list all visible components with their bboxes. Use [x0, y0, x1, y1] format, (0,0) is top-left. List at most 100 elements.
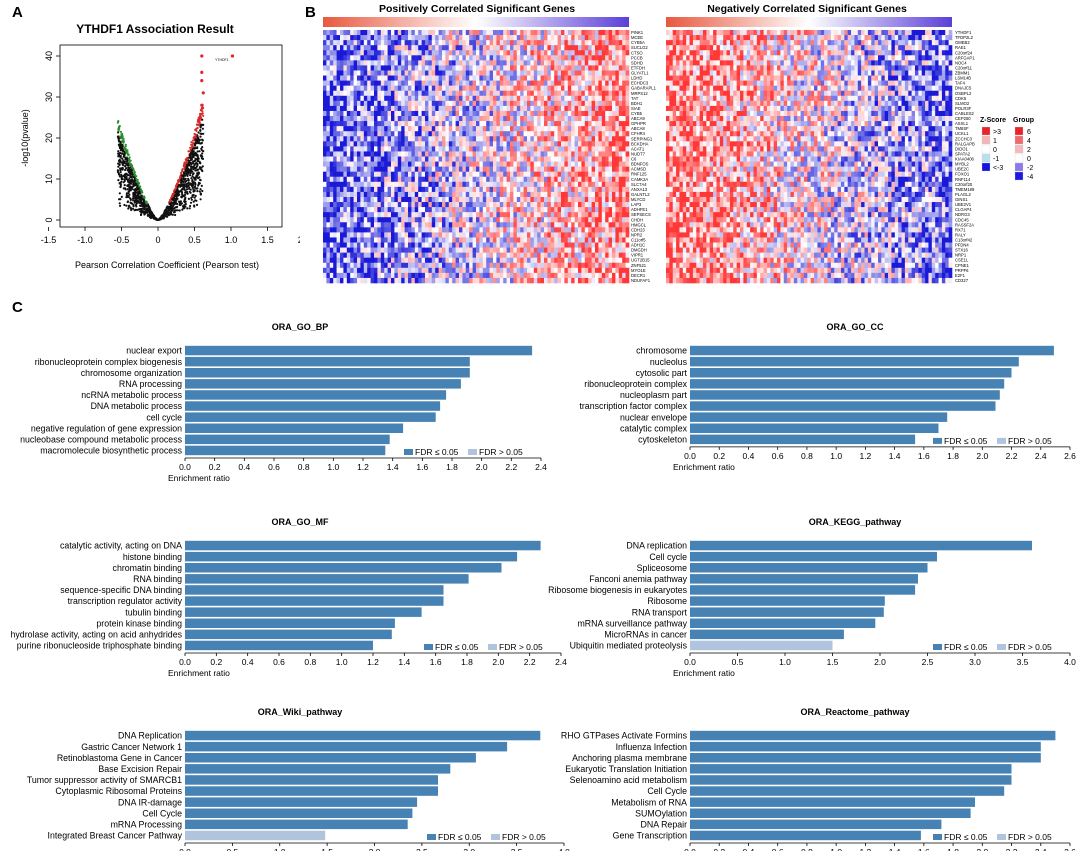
heatmap-cell	[452, 161, 456, 167]
heatmap-cell	[513, 95, 518, 102]
heatmap-cell	[445, 141, 450, 147]
volcano-point	[125, 204, 128, 207]
heatmap-cell	[595, 45, 599, 51]
heatmap-cell	[408, 90, 412, 97]
heatmap-cell	[476, 186, 480, 193]
heatmap-cell	[479, 131, 484, 137]
heatmap-cell	[404, 75, 409, 81]
heatmap-cell	[493, 212, 497, 218]
heatmap-cell	[595, 80, 599, 86]
volcano-point	[198, 123, 201, 126]
heatmap-cell	[428, 100, 433, 107]
heatmap-cell	[336, 151, 341, 157]
heatmap-cell	[380, 50, 385, 56]
heatmap-cell	[340, 202, 344, 208]
heatmap-cell	[544, 30, 548, 36]
heatmap-cell	[506, 95, 511, 102]
heatmap-cell	[469, 196, 473, 203]
heatmap-cell	[516, 217, 521, 223]
volcano-point	[196, 190, 199, 193]
heatmap-cell	[513, 40, 518, 46]
heatmap-cell	[326, 212, 331, 218]
heatmap-cell	[387, 45, 392, 51]
heatmap-cell	[462, 121, 467, 127]
heatmap-cell	[486, 136, 490, 142]
heatmap-cell	[360, 65, 365, 71]
heatmap-cell	[363, 227, 368, 233]
heatmap-cell	[482, 196, 487, 203]
heatmap-cell	[540, 146, 545, 152]
heatmap-cell	[340, 121, 344, 127]
heatmap-cell	[476, 60, 480, 66]
heatmap-cell	[479, 202, 484, 208]
heatmap-cell	[581, 55, 586, 61]
heatmap-cell	[360, 95, 365, 102]
volcano-point	[194, 154, 197, 157]
heatmap-cell	[499, 146, 504, 152]
heatmap-cell	[401, 70, 405, 76]
heatmap-cell	[601, 217, 606, 223]
heatmap-cell	[510, 186, 514, 193]
heatmap-cell	[336, 116, 341, 122]
heatmap-cell	[581, 161, 586, 167]
heatmap-cell	[571, 116, 575, 122]
heatmap-cell	[523, 90, 528, 97]
heatmap-cell	[554, 146, 558, 152]
heatmap-cell	[374, 191, 378, 198]
heatmap-cell	[479, 217, 484, 223]
heatmap-cell	[397, 121, 402, 127]
heatmap-cell	[462, 181, 467, 188]
volcano-point	[119, 204, 122, 207]
heatmap-cell	[530, 146, 535, 152]
heatmap-cell	[448, 65, 453, 71]
heatmap-cell	[384, 45, 388, 51]
heatmap-cell	[537, 166, 541, 172]
heatmap-cell	[608, 50, 613, 56]
heatmap-cell	[561, 136, 565, 142]
heatmap-cell	[387, 110, 392, 117]
heatmap-cell	[510, 45, 514, 51]
heatmap-cell	[391, 95, 395, 102]
heatmap-cell	[544, 196, 548, 203]
heatmap-cell	[343, 151, 348, 157]
volcano-point	[199, 109, 202, 112]
heatmap-cell	[486, 110, 490, 117]
heatmap-cell	[612, 40, 616, 46]
volcano-point	[191, 175, 194, 178]
heatmap-cell	[537, 85, 541, 92]
heatmap-cell	[605, 171, 609, 178]
heatmap-cell	[598, 30, 603, 36]
heatmap-cell	[533, 171, 538, 178]
heatmap-cell	[564, 80, 569, 86]
heatmap-cell	[486, 70, 490, 76]
heatmap-cell	[329, 75, 334, 81]
volcano-point	[141, 211, 144, 214]
heatmap-cell	[438, 40, 443, 46]
heatmap-cell	[622, 166, 626, 172]
heatmap-cell	[581, 40, 586, 46]
heatmap-cell	[336, 161, 341, 167]
heatmap-cell	[493, 50, 497, 56]
heatmap-cell	[544, 151, 548, 157]
volcano-point	[187, 159, 191, 162]
heatmap-cell	[533, 121, 538, 127]
heatmap-cell	[601, 166, 606, 172]
heatmap-cell	[591, 95, 596, 102]
heatmap-cell	[431, 212, 436, 218]
heatmap-cell	[380, 151, 385, 157]
heatmap-cell	[360, 207, 365, 213]
heatmap-cell	[421, 156, 426, 162]
heatmap-cell	[455, 65, 460, 71]
heatmap-cell	[384, 75, 388, 81]
heatmap-cell	[622, 65, 626, 71]
heatmap-cell	[387, 146, 392, 152]
heatmap-cell	[527, 100, 531, 107]
heatmap-cell	[472, 156, 477, 162]
volcano-point	[199, 126, 202, 129]
heatmap-cell	[435, 146, 439, 152]
heatmap-cell	[510, 116, 514, 122]
heatmap-cell	[469, 50, 473, 56]
heatmap-cell	[350, 212, 354, 218]
heatmap-cell	[605, 30, 609, 36]
heatmap-cell	[445, 75, 450, 81]
